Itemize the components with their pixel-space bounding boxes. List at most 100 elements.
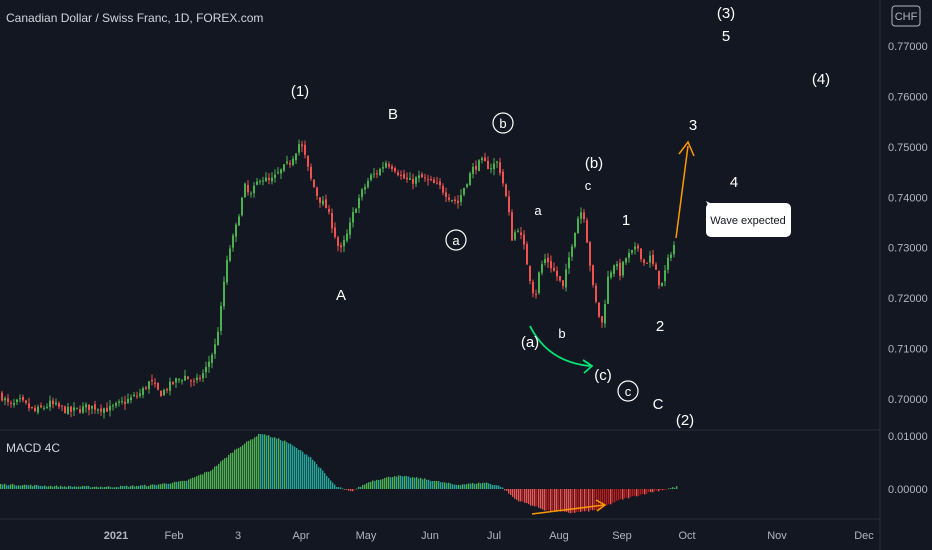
wave-expected-callout[interactable]: Wave expected	[706, 201, 791, 237]
candle-body	[148, 381, 150, 390]
macd-bar	[410, 477, 412, 489]
macd-bar	[108, 486, 110, 489]
macd-bar	[232, 452, 234, 489]
macd-bar	[500, 486, 502, 489]
macd-bar	[294, 446, 296, 489]
candle-body	[127, 398, 129, 403]
macd-bar	[288, 443, 290, 489]
candle-body	[637, 245, 639, 249]
candle-body	[319, 197, 321, 203]
macd-bar	[6, 485, 8, 489]
candle-body	[61, 405, 63, 407]
orange-macd-arrow[interactable]	[531, 499, 607, 515]
macd-bar	[536, 489, 538, 507]
candle-body	[325, 199, 327, 209]
macd-bar	[328, 478, 330, 489]
macd-bar	[448, 482, 450, 489]
macd-bar	[606, 489, 608, 506]
macd-bar	[638, 489, 640, 496]
price-tick-label: 0.75000	[888, 142, 928, 154]
macd-bar	[374, 480, 376, 489]
candle-body	[460, 195, 462, 202]
candle-body	[364, 186, 366, 190]
macd-bar	[478, 482, 480, 489]
green-curve-arrow[interactable]	[529, 325, 594, 374]
macd-tick-label: 0.00000	[888, 484, 928, 496]
candle-body	[376, 173, 378, 175]
macd-bar	[64, 486, 66, 489]
candle-body	[130, 397, 132, 401]
macd-bar	[78, 486, 80, 489]
price-tick-label: 0.73000	[888, 243, 928, 255]
macd-bar	[32, 486, 34, 489]
macd-bar	[200, 474, 202, 489]
macd-bar	[466, 484, 468, 489]
price-axis[interactable]: 0.77000 0.76000 0.75000 0.74000 0.73000 0.720…	[888, 41, 928, 406]
macd-bar	[362, 484, 364, 489]
macd-bar	[264, 434, 266, 489]
macd-bar	[144, 484, 146, 489]
macd-bar	[56, 485, 58, 489]
candle-body	[313, 179, 315, 188]
macd-bar	[280, 440, 282, 489]
candle-body	[142, 388, 144, 395]
macd-bar	[546, 489, 548, 511]
macd-bar	[14, 485, 16, 489]
macd-bar	[574, 489, 576, 513]
candle-body	[526, 244, 528, 265]
macd-bar	[354, 489, 356, 490]
candle-body	[133, 394, 135, 396]
macd-bar	[240, 446, 242, 489]
macd-bar	[616, 489, 618, 501]
macd-bar	[192, 477, 194, 489]
wave-label-1-minor: 1	[622, 212, 630, 229]
candle-body	[187, 376, 189, 380]
macd-bar	[622, 489, 624, 500]
currency-badge-box[interactable]	[891, 5, 921, 27]
candle-body	[601, 316, 603, 323]
candle-body	[274, 174, 276, 178]
macd-bar	[556, 489, 558, 512]
macd-bar	[258, 433, 260, 489]
macd-bar	[384, 477, 386, 489]
macd-bar	[338, 487, 340, 489]
orange-arrow-head	[678, 140, 695, 157]
candle-body	[154, 382, 156, 384]
orange-projection-arrow[interactable]	[675, 140, 695, 239]
wave-label-C: C	[653, 396, 664, 413]
price-tick-label: 0.72000	[888, 293, 928, 305]
candle-body	[661, 282, 663, 287]
candle-body	[250, 193, 252, 195]
macd-bar	[364, 484, 366, 489]
macd-bar	[530, 489, 532, 506]
candle-body	[442, 186, 444, 193]
macd-bar	[122, 486, 124, 489]
macd-bar	[446, 483, 448, 489]
candle-body	[634, 246, 636, 250]
candle-body	[664, 270, 666, 282]
macd-axis[interactable]: 0.01000 0.00000	[888, 431, 928, 496]
macd-bar	[512, 489, 514, 497]
wave-label-circled-a: a	[452, 233, 460, 248]
candle-body	[544, 259, 546, 263]
macd-bar	[476, 483, 478, 489]
candle-body	[211, 354, 213, 363]
macd-bar	[116, 487, 118, 489]
macd-bar	[314, 461, 316, 489]
time-tick-label: Aug	[549, 530, 569, 542]
macd-bar	[196, 476, 198, 489]
macd-bar	[382, 479, 384, 489]
macd-bar	[296, 448, 298, 489]
macd-bar	[226, 457, 228, 489]
macd-bar	[444, 482, 446, 489]
macd-bar	[266, 435, 268, 489]
macd-bar	[392, 477, 394, 489]
macd-bar	[336, 486, 338, 489]
macd-bar	[284, 440, 286, 489]
circle-a	[445, 229, 467, 251]
macd-bar	[44, 485, 46, 489]
time-axis[interactable]: 2021 Feb 3 Apr May Jun Jul Aug Sep Oct Nov Dec	[104, 530, 875, 542]
candle-body	[463, 187, 465, 195]
